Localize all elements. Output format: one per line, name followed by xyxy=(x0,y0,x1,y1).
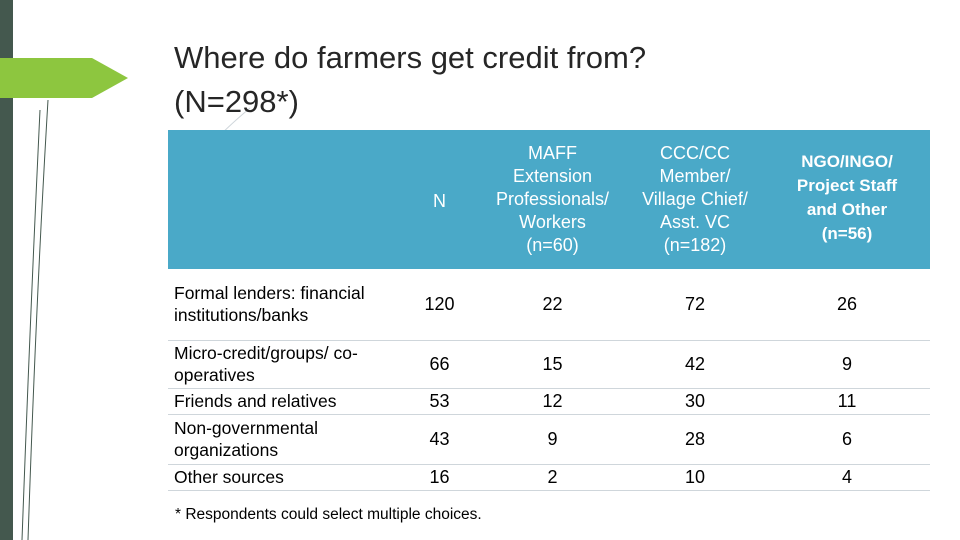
cell-n: 43 xyxy=(400,414,479,465)
cell-maff: 12 xyxy=(479,388,626,415)
cell-ccc: 72 xyxy=(626,269,764,341)
table-header-row: N MAFF Extension Professionals/ Workers … xyxy=(168,130,930,269)
title-line-2: (N=298*) xyxy=(174,84,299,119)
title-line-1: Where do farmers get credit from? xyxy=(174,40,647,75)
cell-n: 66 xyxy=(400,340,479,389)
row-label: Formal lenders: financial institutions/b… xyxy=(168,269,400,341)
row-label: Micro-credit/groups/ co-operatives xyxy=(168,340,400,389)
credit-source-table: N MAFF Extension Professionals/ Workers … xyxy=(168,130,930,491)
row-label: Friends and relatives xyxy=(168,388,400,415)
row-label: Non-governmental organizations xyxy=(168,414,400,465)
header-blank xyxy=(168,130,400,269)
cell-ngo: 6 xyxy=(764,414,930,465)
cell-n: 53 xyxy=(400,388,479,415)
cell-ccc: 42 xyxy=(626,340,764,389)
table-row: Non-governmental organizations 43 9 28 6 xyxy=(168,414,930,465)
cell-ccc: 30 xyxy=(626,388,764,415)
footnote: * Respondents could select multiple choi… xyxy=(175,506,482,523)
cell-n: 16 xyxy=(400,464,479,491)
cell-maff: 9 xyxy=(479,414,626,465)
table-row: Friends and relatives 53 12 30 11 xyxy=(168,388,930,415)
cell-ngo: 26 xyxy=(764,269,930,341)
cell-ccc: 10 xyxy=(626,464,764,491)
header-ccc: CCC/CC Member/ Village Chief/ Asst. VC (… xyxy=(626,130,764,269)
cell-n: 120 xyxy=(400,269,479,341)
table-row: Other sources 16 2 10 4 xyxy=(168,464,930,491)
header-ngo: NGO/INGO/ Project Staff and Other (n=56) xyxy=(764,130,930,269)
cell-maff: 22 xyxy=(479,269,626,341)
cell-ngo: 9 xyxy=(764,340,930,389)
table-row: Formal lenders: financial institutions/b… xyxy=(168,269,930,341)
cell-ngo: 11 xyxy=(764,388,930,415)
table-row: Micro-credit/groups/ co-operatives 66 15… xyxy=(168,340,930,389)
cell-ngo: 4 xyxy=(764,464,930,491)
cell-maff: 2 xyxy=(479,464,626,491)
cell-maff: 15 xyxy=(479,340,626,389)
row-label: Other sources xyxy=(168,464,400,491)
left-accent-bar xyxy=(0,0,13,540)
header-maff: MAFF Extension Professionals/ Workers (n… xyxy=(479,130,626,269)
slide-title: Where do farmers get credit from? (N=298… xyxy=(174,36,874,124)
cell-ccc: 28 xyxy=(626,414,764,465)
header-n: N xyxy=(400,130,479,269)
green-arrow-icon xyxy=(0,58,128,98)
